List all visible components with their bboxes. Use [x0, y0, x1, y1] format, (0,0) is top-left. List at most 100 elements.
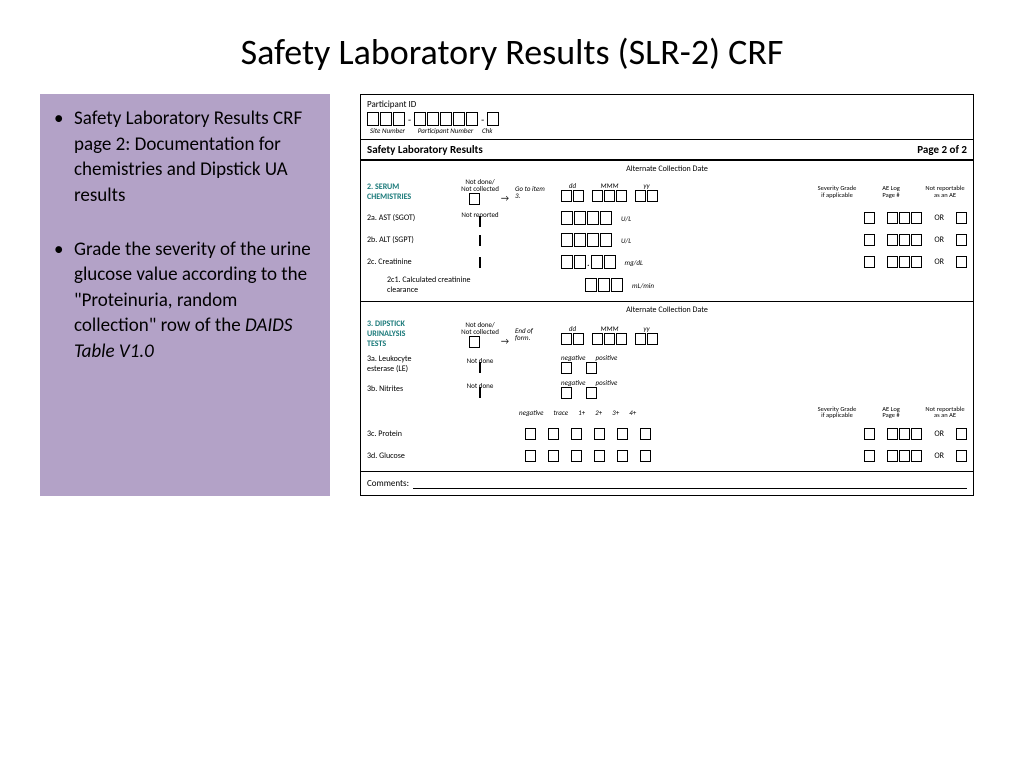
severity-header: Severity Grade if applicable	[815, 185, 859, 198]
dd-box[interactable]	[561, 333, 572, 345]
daids-ref: DAIDS Table V1.0	[74, 314, 292, 363]
notdone-check[interactable]	[469, 193, 480, 205]
value-box[interactable]	[611, 278, 623, 292]
aelog-box[interactable]	[911, 212, 922, 224]
site-box[interactable]	[380, 112, 392, 126]
severity-box[interactable]	[864, 212, 875, 224]
pn-box[interactable]	[466, 112, 478, 126]
severity-box[interactable]	[864, 234, 875, 246]
dd-box[interactable]	[573, 190, 584, 202]
yy-box[interactable]	[647, 333, 658, 345]
mm-box[interactable]	[592, 333, 603, 345]
value-box[interactable]	[574, 233, 586, 247]
aelog-box[interactable]	[911, 450, 922, 462]
notrep-box[interactable]	[956, 256, 967, 268]
value-box[interactable]	[591, 255, 603, 269]
pos-box[interactable]	[586, 387, 597, 399]
value-box[interactable]	[561, 211, 573, 225]
aelog-box[interactable]	[887, 450, 898, 462]
notrep-box[interactable]	[956, 212, 967, 224]
sidebar-panel: Safety Laboratory Results CRF page 2: Do…	[40, 94, 330, 496]
scale-box[interactable]	[594, 450, 605, 462]
pn-box[interactable]	[414, 112, 426, 126]
dd-box[interactable]	[573, 333, 584, 345]
severity-box[interactable]	[864, 256, 875, 268]
notrep-box[interactable]	[956, 428, 967, 440]
row-creatinine: 2c. Creatinine . mg/dL OR	[367, 253, 967, 271]
aelog-box[interactable]	[887, 256, 898, 268]
notreported-check[interactable]	[479, 257, 481, 268]
notdone-check[interactable]	[479, 387, 481, 398]
scale-box[interactable]	[525, 450, 536, 462]
mm-box[interactable]	[604, 190, 615, 202]
form-title: Safety Laboratory Results	[367, 143, 483, 156]
scale-box[interactable]	[571, 450, 582, 462]
value-box[interactable]	[600, 211, 612, 225]
value-box[interactable]	[587, 233, 599, 247]
aelog-box[interactable]	[887, 428, 898, 440]
scale-box[interactable]	[640, 450, 651, 462]
notrep-box[interactable]	[956, 234, 967, 246]
scale-box[interactable]	[594, 428, 605, 440]
value-box[interactable]	[604, 255, 616, 269]
value-box[interactable]	[585, 278, 597, 292]
mm-box[interactable]	[604, 333, 615, 345]
participant-id-label: Participant ID	[367, 99, 967, 110]
notdone-check[interactable]	[469, 336, 480, 348]
notdone-check[interactable]	[479, 362, 481, 373]
section-serum: Alternate Collection Date 2. SERUM CHEMI…	[361, 161, 973, 302]
mm-box[interactable]	[616, 190, 627, 202]
scale-box[interactable]	[525, 428, 536, 440]
value-box[interactable]	[561, 233, 573, 247]
value-box[interactable]	[574, 255, 586, 269]
yy-box[interactable]	[635, 333, 646, 345]
notrep-box[interactable]	[956, 450, 967, 462]
pn-box[interactable]	[427, 112, 439, 126]
notreported-check[interactable]	[479, 235, 481, 246]
yy-box[interactable]	[635, 190, 646, 202]
scale-box[interactable]	[617, 450, 628, 462]
participant-id-block: Participant ID - - Site Number Participa…	[361, 95, 973, 139]
comments-line[interactable]	[413, 479, 967, 489]
severity-box[interactable]	[864, 428, 875, 440]
pn-box[interactable]	[440, 112, 452, 126]
scale-box[interactable]	[548, 428, 559, 440]
site-box[interactable]	[393, 112, 405, 126]
aelog-box[interactable]	[899, 450, 910, 462]
aelog-box[interactable]	[911, 256, 922, 268]
severity-box[interactable]	[864, 450, 875, 462]
chk-box[interactable]	[487, 112, 499, 126]
scale-box[interactable]	[640, 428, 651, 440]
aelog-box[interactable]	[899, 212, 910, 224]
aelog-box[interactable]	[887, 234, 898, 246]
notdone-col: Not done/ Not collected →	[451, 178, 509, 205]
neg-box[interactable]	[561, 387, 572, 399]
mm-box[interactable]	[592, 190, 603, 202]
aelog-box[interactable]	[899, 428, 910, 440]
aelog-box[interactable]	[899, 256, 910, 268]
aelog-box[interactable]	[887, 212, 898, 224]
value-box[interactable]	[574, 211, 586, 225]
scale-box[interactable]	[548, 450, 559, 462]
neg-box[interactable]	[561, 362, 572, 374]
scale-box[interactable]	[617, 428, 628, 440]
site-box[interactable]	[367, 112, 379, 126]
yy-box[interactable]	[647, 190, 658, 202]
aelog-box[interactable]	[911, 428, 922, 440]
mm-box[interactable]	[616, 333, 627, 345]
endform-text: End of form.	[515, 327, 547, 341]
notrep-header: Not reportable as an AE	[923, 185, 967, 198]
notreported-check[interactable]	[479, 216, 481, 227]
section-dipstick: Alternate Collection Date 3. DIPSTICK UR…	[361, 302, 973, 472]
value-box[interactable]	[587, 211, 599, 225]
chk-sublabel: Chk	[479, 126, 492, 135]
aelog-box[interactable]	[911, 234, 922, 246]
value-box[interactable]	[561, 255, 573, 269]
value-box[interactable]	[598, 278, 610, 292]
pos-box[interactable]	[586, 362, 597, 374]
pn-box[interactable]	[453, 112, 465, 126]
value-box[interactable]	[600, 233, 612, 247]
dd-box[interactable]	[561, 190, 572, 202]
aelog-box[interactable]	[899, 234, 910, 246]
scale-box[interactable]	[571, 428, 582, 440]
